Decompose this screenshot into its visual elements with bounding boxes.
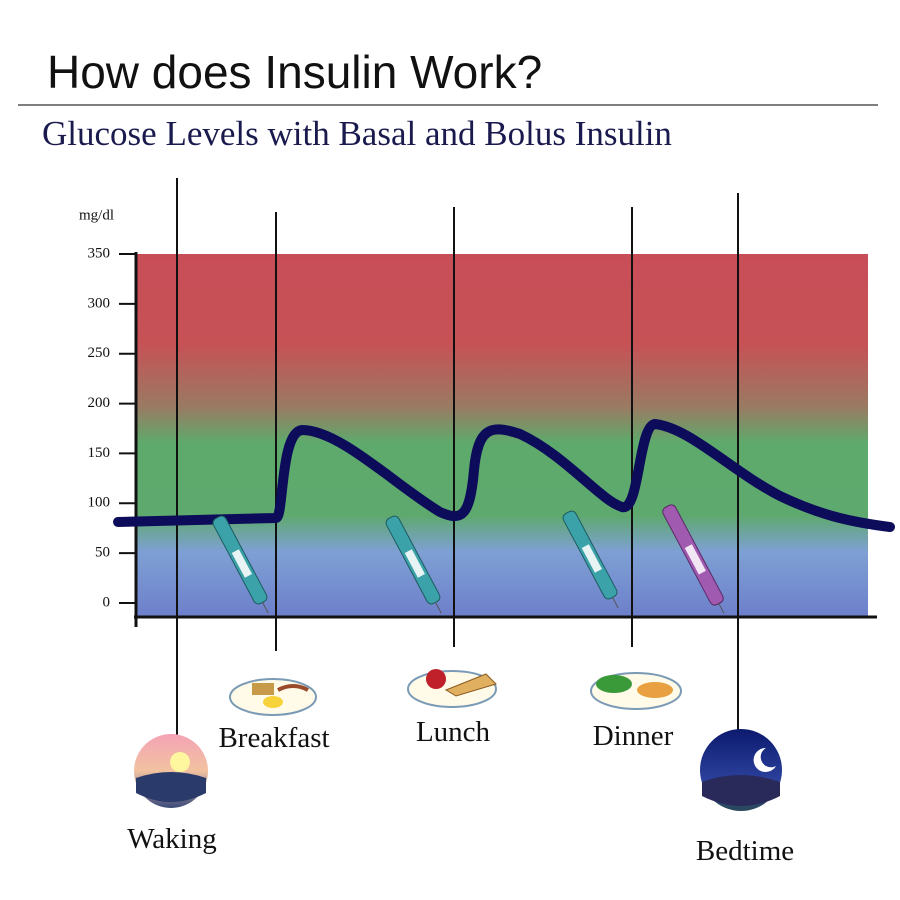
- event-labels: Waking Breakfast Lunch Dinner Bedtime: [127, 716, 794, 867]
- subtitle: Glucose Levels with Basal and Bolus Insu…: [42, 114, 672, 153]
- title: How does Insulin Work?: [47, 46, 542, 98]
- event-label: Lunch: [416, 716, 491, 748]
- y-axis-label: mg/dl: [79, 207, 114, 223]
- y-ticks: 350 300 250 200 150 100 50 0: [88, 245, 136, 610]
- insulin-pens: [212, 504, 725, 614]
- glucose-curve: [113, 418, 895, 532]
- y-tick-label: 250: [88, 345, 111, 361]
- event-label: Bedtime: [696, 835, 794, 867]
- time-icons: [134, 729, 782, 811]
- y-tick-label: 350: [88, 245, 111, 261]
- event-lines: [176, 178, 739, 735]
- event-label: Breakfast: [218, 722, 329, 754]
- event-label: Waking: [127, 823, 216, 855]
- event-label: Dinner: [593, 720, 674, 752]
- y-tick-label: 200: [88, 395, 111, 411]
- y-tick-label: 50: [95, 545, 110, 561]
- glucose-zones: [136, 254, 868, 617]
- y-tick-label: 100: [88, 495, 111, 511]
- meal-plates: [229, 669, 682, 716]
- y-tick-label: 150: [88, 445, 111, 461]
- y-tick-label: 300: [88, 295, 111, 311]
- y-tick-label: 0: [103, 594, 111, 610]
